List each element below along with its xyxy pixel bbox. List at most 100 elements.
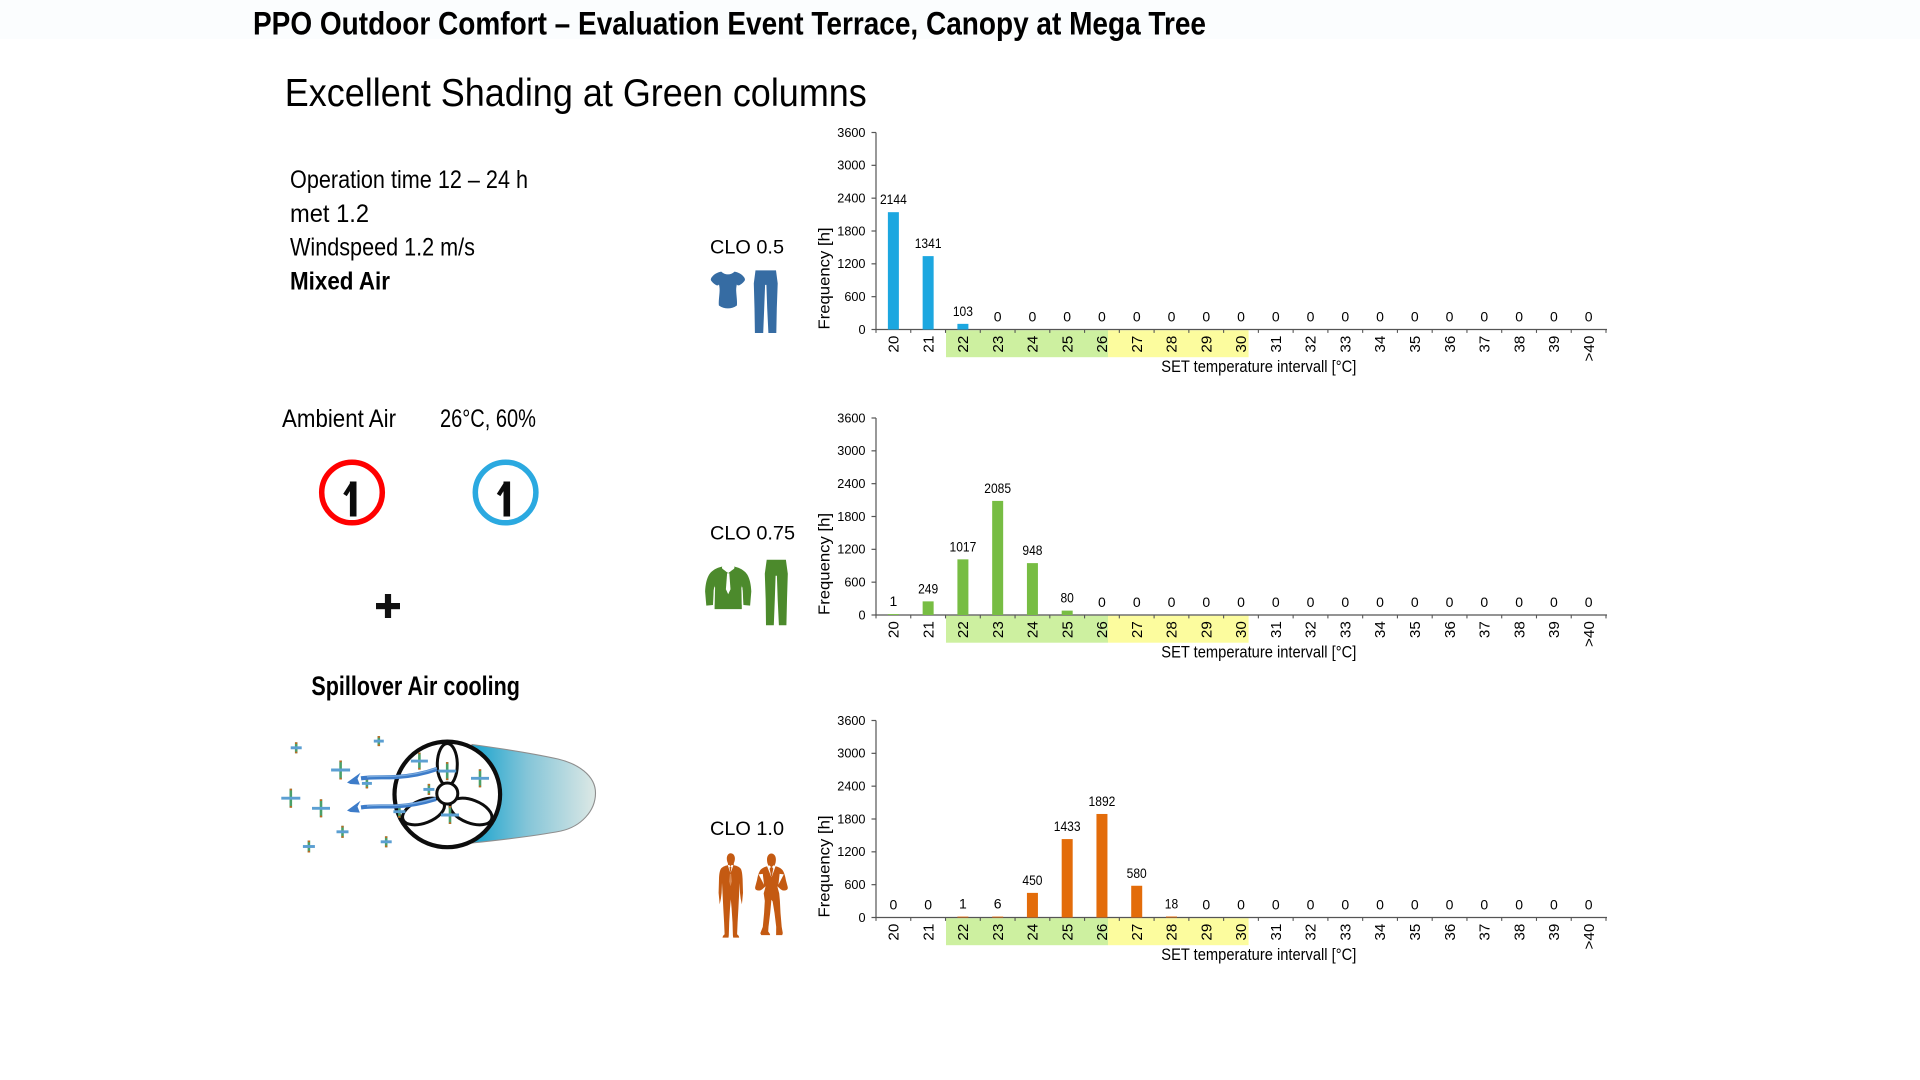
svg-text:20: 20	[886, 621, 903, 638]
svg-text:1433: 1433	[1054, 818, 1081, 834]
svg-text:37: 37	[1477, 621, 1494, 638]
svg-text:1200: 1200	[837, 543, 865, 557]
svg-text:24: 24	[1025, 336, 1042, 353]
svg-text:0: 0	[1376, 897, 1384, 913]
svg-text:0: 0	[1202, 309, 1210, 325]
svg-text:39: 39	[1546, 336, 1563, 353]
svg-text:0: 0	[858, 911, 865, 925]
svg-text:Windspeed 1.2 m/s: Windspeed 1.2 m/s	[290, 234, 475, 262]
svg-text:30: 30	[1233, 336, 1250, 353]
svg-text:27: 27	[1129, 924, 1146, 941]
svg-text:0: 0	[1480, 309, 1488, 325]
svg-text:1200: 1200	[837, 845, 865, 859]
svg-text:948: 948	[1022, 542, 1042, 558]
svg-text:0: 0	[994, 309, 1002, 325]
svg-text:2400: 2400	[837, 477, 865, 491]
svg-text:CLO 1.0: CLO 1.0	[710, 818, 784, 840]
svg-text:38: 38	[1511, 621, 1528, 638]
svg-text:1: 1	[889, 593, 897, 609]
svg-text:0: 0	[1202, 594, 1210, 610]
svg-text:23: 23	[990, 336, 1007, 353]
svg-text:0: 0	[1237, 897, 1245, 913]
svg-text:0: 0	[1133, 309, 1141, 325]
svg-text:80: 80	[1060, 590, 1074, 606]
svg-text:0: 0	[1446, 897, 1454, 913]
svg-text:36: 36	[1442, 621, 1459, 638]
svg-text:2085: 2085	[984, 480, 1011, 496]
svg-text:1800: 1800	[837, 224, 865, 238]
svg-text:600: 600	[844, 576, 865, 590]
svg-text:Ambient Air: Ambient Air	[282, 405, 396, 433]
svg-text:0: 0	[924, 897, 932, 913]
svg-text:0: 0	[1168, 594, 1176, 610]
svg-text:27: 27	[1129, 621, 1146, 638]
svg-text:0: 0	[1376, 309, 1384, 325]
svg-text:26: 26	[1094, 336, 1111, 353]
svg-text:31: 31	[1268, 924, 1285, 941]
svg-text:1800: 1800	[837, 812, 865, 826]
svg-text:21: 21	[920, 621, 937, 638]
svg-text:25: 25	[1059, 924, 1076, 941]
svg-text:0: 0	[1272, 309, 1280, 325]
svg-text:>40: >40	[1581, 924, 1598, 950]
svg-text:SET temperature intervall [°C]: SET temperature intervall [°C]	[1161, 644, 1356, 662]
svg-text:0: 0	[1063, 309, 1071, 325]
svg-text:33: 33	[1337, 336, 1354, 353]
svg-text:27: 27	[1129, 336, 1146, 353]
svg-text:29: 29	[1198, 336, 1215, 353]
svg-text:3000: 3000	[837, 747, 865, 761]
svg-text:0: 0	[1133, 594, 1141, 610]
svg-text:30: 30	[1233, 621, 1250, 638]
svg-text:0: 0	[1307, 594, 1315, 610]
svg-text:21: 21	[920, 336, 937, 353]
svg-text:38: 38	[1511, 336, 1528, 353]
svg-text:2144: 2144	[880, 191, 907, 207]
svg-text:18: 18	[1165, 896, 1179, 912]
svg-text:3600: 3600	[837, 411, 865, 425]
svg-text:0: 0	[1411, 897, 1419, 913]
svg-text:>40: >40	[1581, 336, 1598, 362]
svg-text:0: 0	[1098, 594, 1106, 610]
svg-text:1892: 1892	[1089, 793, 1116, 809]
svg-text:20: 20	[886, 336, 903, 353]
svg-text:0: 0	[1376, 594, 1384, 610]
svg-text:0: 0	[1341, 594, 1349, 610]
svg-text:38: 38	[1511, 924, 1528, 941]
svg-text:0: 0	[858, 323, 865, 337]
svg-text:0: 0	[1307, 309, 1315, 325]
svg-text:0: 0	[1585, 309, 1593, 325]
svg-text:29: 29	[1198, 924, 1215, 941]
svg-text:34: 34	[1372, 924, 1389, 941]
svg-text:24: 24	[1025, 621, 1042, 638]
svg-text:0: 0	[1307, 897, 1315, 913]
svg-text:34: 34	[1372, 336, 1389, 353]
svg-text:Frequency [h]: Frequency [h]	[817, 816, 834, 918]
svg-text:0: 0	[1341, 309, 1349, 325]
svg-text:0: 0	[889, 897, 897, 913]
svg-text:28: 28	[1164, 924, 1181, 941]
svg-text:0: 0	[1098, 309, 1106, 325]
svg-text:32: 32	[1303, 621, 1320, 638]
svg-text:35: 35	[1407, 336, 1424, 353]
svg-text:28: 28	[1164, 621, 1181, 638]
svg-text:35: 35	[1407, 924, 1424, 941]
svg-text:0: 0	[1480, 594, 1488, 610]
svg-text:34: 34	[1372, 621, 1389, 638]
svg-text:0: 0	[1446, 309, 1454, 325]
svg-text:Frequency [h]: Frequency [h]	[817, 513, 834, 615]
svg-text:30: 30	[1233, 924, 1250, 941]
svg-text:1341: 1341	[915, 235, 942, 251]
svg-text:CLO 0.5: CLO 0.5	[710, 237, 784, 259]
svg-text:0: 0	[1446, 594, 1454, 610]
svg-text:0: 0	[1480, 897, 1488, 913]
svg-text:20: 20	[886, 924, 903, 941]
svg-text:600: 600	[844, 878, 865, 892]
svg-text:29: 29	[1198, 621, 1215, 638]
svg-text:31: 31	[1268, 336, 1285, 353]
svg-text:32: 32	[1303, 336, 1320, 353]
svg-text:PPO Outdoor Comfort – Evaluati: PPO Outdoor Comfort – Evaluation Event T…	[253, 5, 1206, 41]
svg-text:0: 0	[1272, 897, 1280, 913]
svg-text:Spillover Air cooling: Spillover Air cooling	[311, 671, 520, 701]
svg-text:24: 24	[1025, 924, 1042, 941]
svg-text:37: 37	[1477, 336, 1494, 353]
